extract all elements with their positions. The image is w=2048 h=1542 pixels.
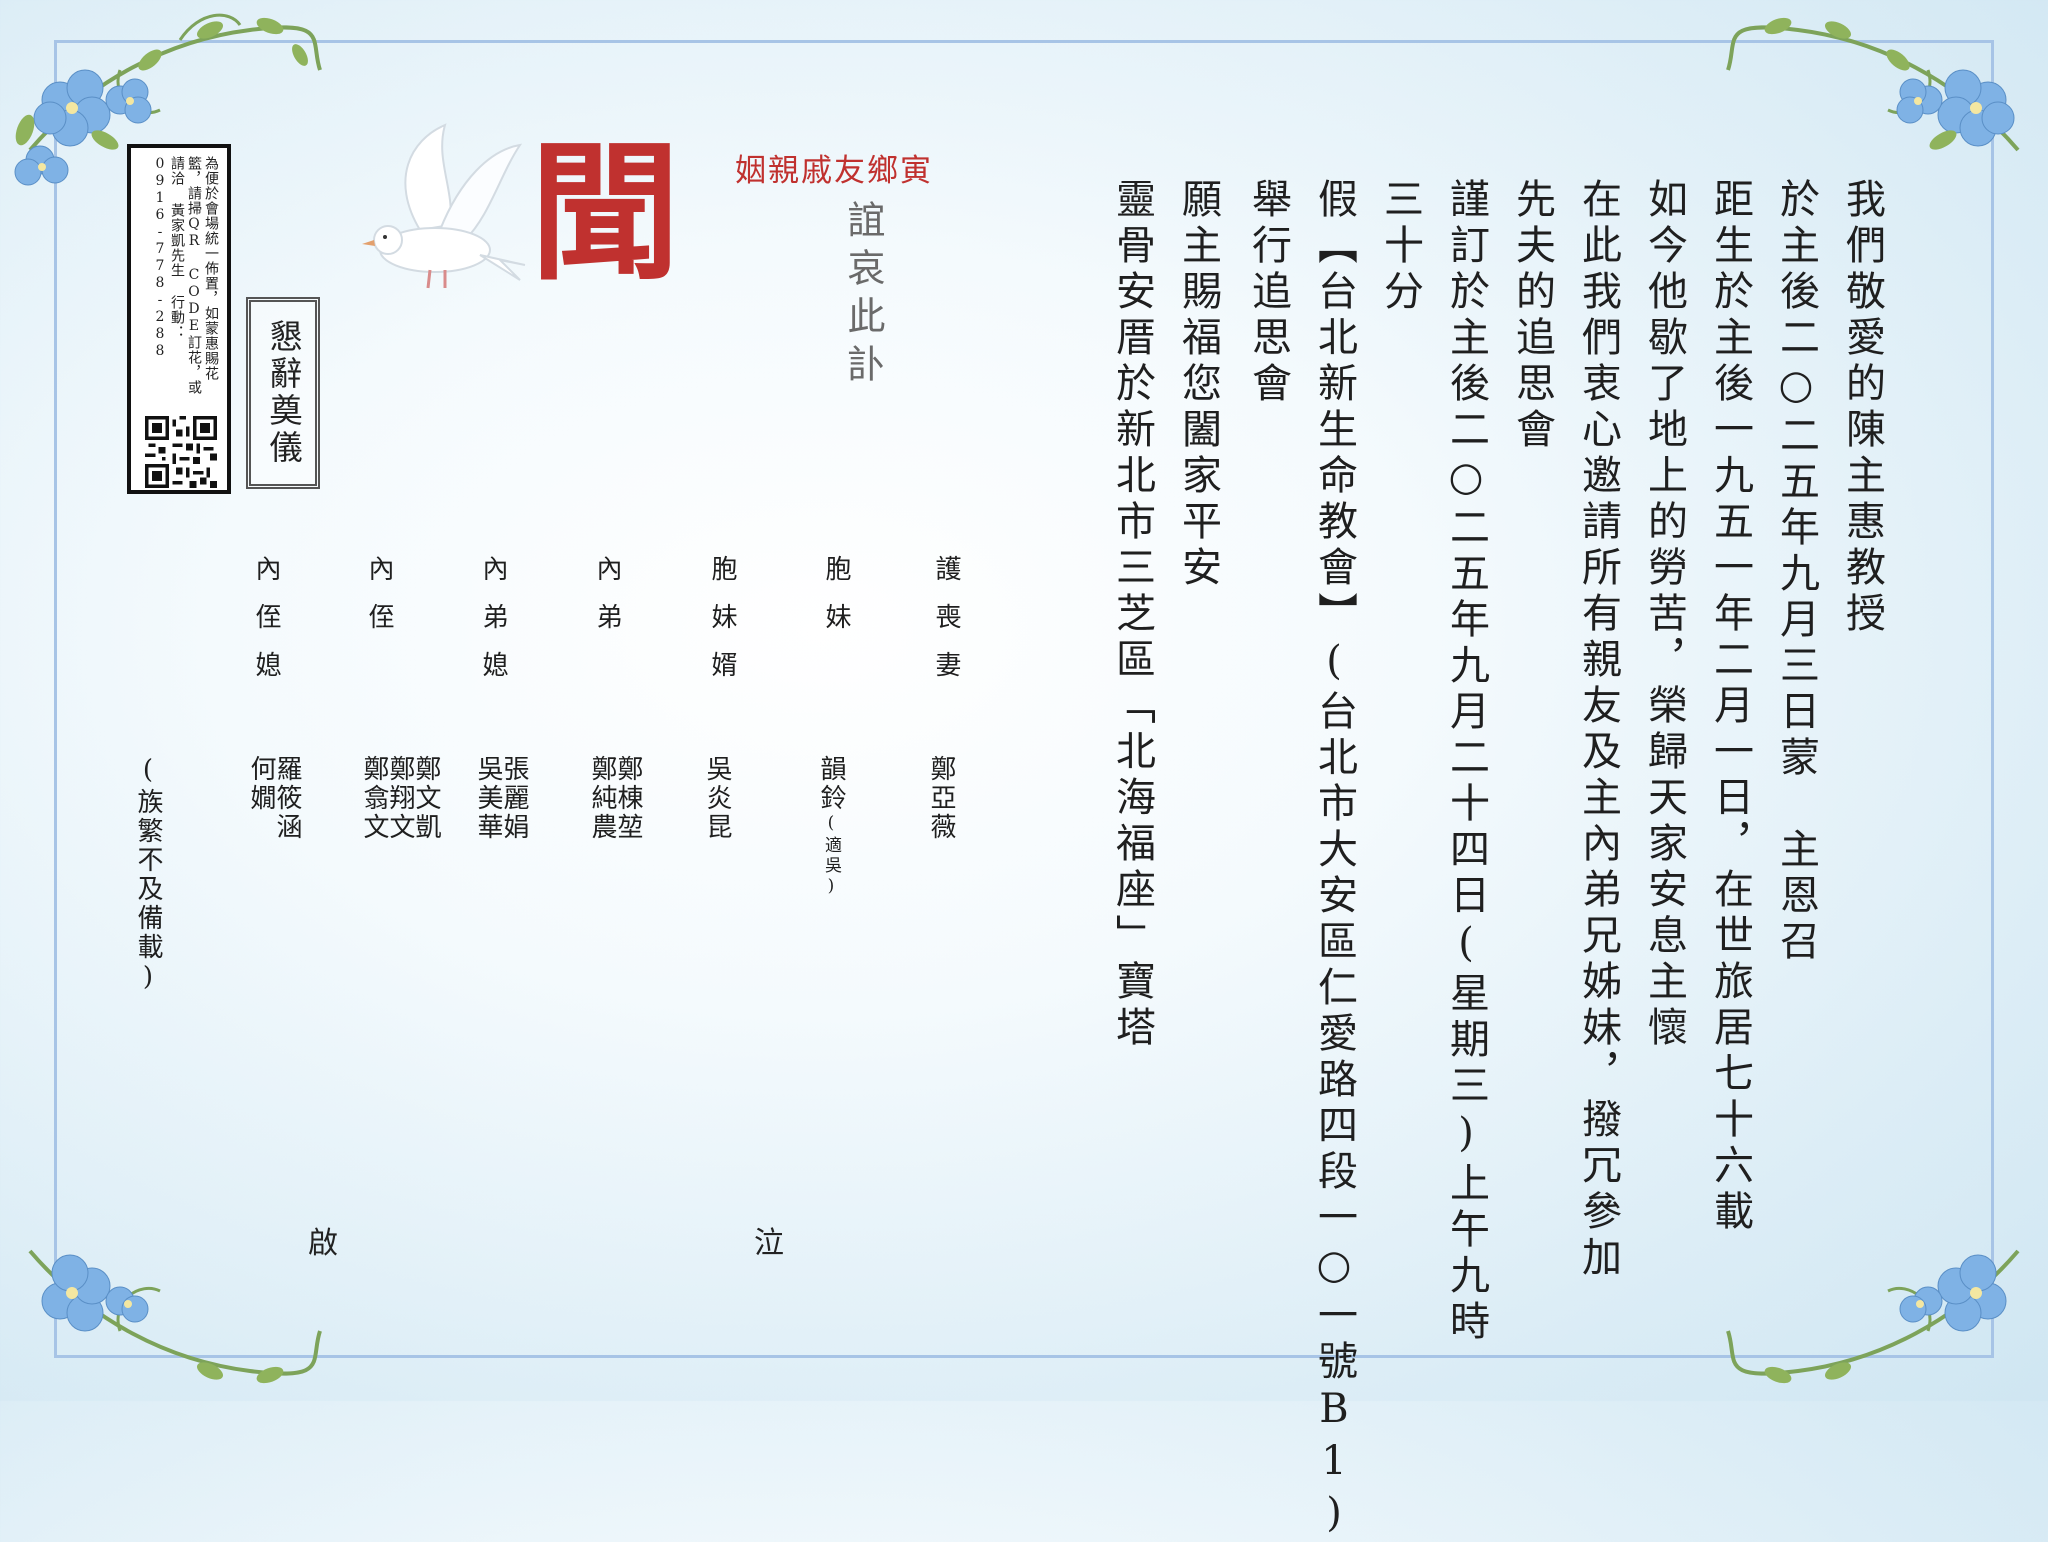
family-name: 吳美華	[473, 755, 503, 842]
flower-vine-decoration	[1726, 17, 2020, 152]
flower-vine-decoration	[1726, 1249, 2020, 1384]
dove-icon	[362, 123, 526, 289]
family-names: 羅筱涵 何嫺	[246, 755, 302, 842]
announcement-line: 願主賜福您闔家平安	[1175, 178, 1221, 592]
decline-gifts-text: 懇辭奠儀	[264, 319, 303, 467]
announcement-line: 距生於主後一九五一年二月一日，在世旅居七十六載	[1707, 178, 1753, 1236]
flower-order-box: 為便於會場統一佈置，如蒙惠賜花籃，請掃QR CODE訂花，或請洽 黃家凱先生 行…	[127, 144, 231, 494]
announcement-line: 三十分	[1377, 178, 1423, 316]
family-relation: 內侄媳	[251, 555, 281, 699]
family-names: 吳炎昆	[702, 755, 732, 842]
family-name: 羅筱涵	[272, 755, 302, 842]
announcement-line: 謹訂於主後二○二五年九月二十四日(星期三)上午九時	[1443, 178, 1489, 1346]
page-title: 聞	[530, 125, 681, 301]
announcement-line: 於主後二○二五年九月三日蒙 主恩召	[1773, 178, 1819, 966]
family-name: 鄭亞薇	[926, 755, 956, 842]
sign-weep: 泣	[754, 1226, 784, 1261]
family-relation: 護喪妻	[931, 555, 961, 699]
family-relation: 胞妹婿	[707, 555, 737, 699]
announcement-line: 假【台北新生命教會】(台北市大安區仁愛路四段一○一號B1)	[1311, 178, 1357, 1542]
relatives-line: 姻親戚友鄉寅	[735, 153, 933, 189]
family-relation: 內弟媳	[478, 555, 508, 699]
announcement-line: 在此我們衷心邀請所有親友及主內弟兄姊妹，撥冗參加	[1575, 178, 1621, 1282]
family-names: 鄭棟堃 鄭純農	[587, 755, 643, 842]
family-names: 韻鈴(適吳)	[816, 755, 846, 899]
card-border	[54, 40, 1994, 1358]
family-note: (適吳)	[821, 813, 841, 899]
announcement-line: 先夫的追思會	[1509, 178, 1555, 454]
family-name: 張麗娟	[499, 755, 529, 842]
qr-code-icon[interactable]	[145, 416, 217, 488]
family-name: 鄭翕文	[359, 755, 389, 842]
family-relation: 內弟	[592, 555, 622, 651]
sad-notice: 誼哀此訃	[841, 200, 885, 392]
family-relation: 胞妹	[821, 555, 851, 651]
family-names: 鄭亞薇	[926, 755, 956, 842]
family-name: 何嫺	[246, 755, 276, 813]
decline-gifts-label: 懇辭奠儀	[246, 297, 320, 489]
family-name: 韻鈴	[816, 755, 846, 813]
announcement-line: 舉行追思會	[1245, 178, 1291, 408]
family-note: (族繁不及備載)	[133, 755, 163, 995]
flower-order-notice: 為便於會場統一佈置，如蒙惠賜花籃，請掃QR CODE訂花，或請洽 黃家凱先生 行…	[152, 156, 219, 395]
family-names: 鄭文凱 鄭翔文 鄭翕文	[359, 755, 441, 842]
announcement-line: 靈骨安厝於新北市三芝區「北海福座」寶塔	[1109, 178, 1155, 1052]
family-name: 鄭純農	[587, 755, 617, 842]
flower-vine-decoration	[28, 1249, 322, 1384]
family-name: 鄭文凱	[411, 755, 441, 842]
announcement-line: 如今他歇了地上的勞苦，榮歸天家安息主懷	[1641, 178, 1687, 1052]
family-names: 張麗娟 吳美華	[473, 755, 529, 842]
family-name: 鄭棟堃	[613, 755, 643, 842]
family-name: 吳炎昆	[702, 755, 732, 842]
family-name: 鄭翔文	[385, 755, 415, 842]
sign-announce: 啟	[308, 1226, 338, 1261]
family-relation: 內侄	[364, 555, 394, 651]
flower-vine-decoration	[14, 13, 322, 186]
announcement-line: 我們敬愛的陳主惠教授	[1839, 178, 1885, 638]
